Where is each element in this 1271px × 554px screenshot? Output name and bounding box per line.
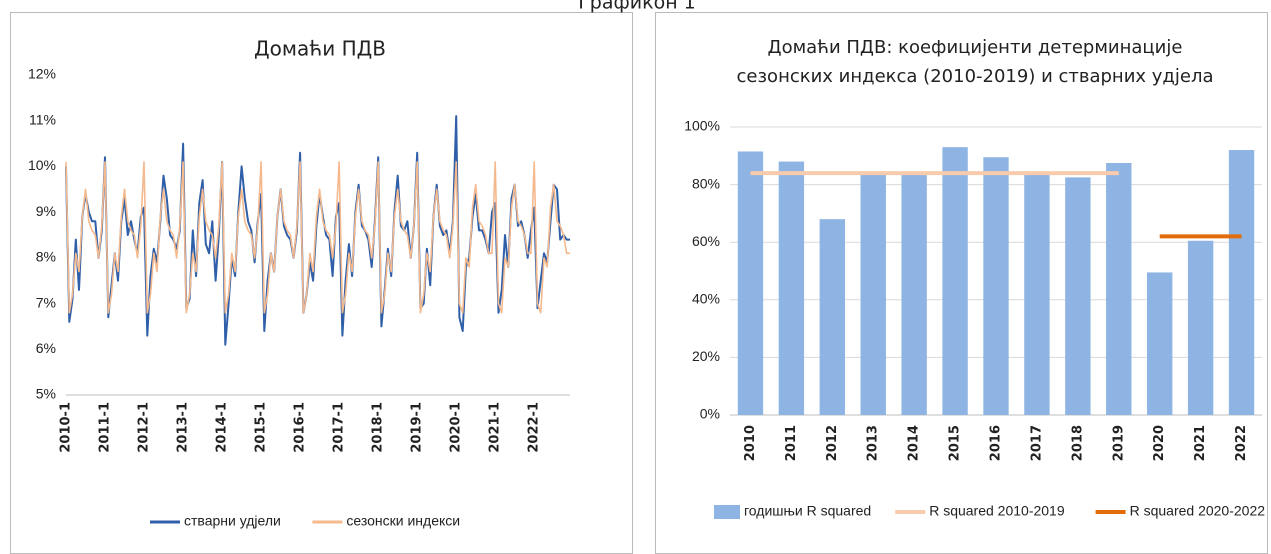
x-tick-label: 2017 xyxy=(1029,425,1044,461)
x-tick-label: 2016 xyxy=(989,425,1004,461)
x-tick-label: 2022-1 xyxy=(527,402,542,453)
left-panel xyxy=(10,12,633,554)
x-tick-label: 2022 xyxy=(1234,425,1249,461)
legend-label: стварни удјели xyxy=(184,513,281,529)
y-tick-label: 7% xyxy=(36,294,56,310)
y-tick-label: 100% xyxy=(684,118,720,134)
x-tick-label: 2020-1 xyxy=(449,402,464,453)
x-tick-label: 2020 xyxy=(1152,425,1167,461)
x-tick-label: 2011 xyxy=(784,425,799,461)
bar xyxy=(1024,174,1050,415)
bar xyxy=(819,219,845,415)
x-tick-label: 2021 xyxy=(1193,425,1208,461)
bar xyxy=(737,151,764,416)
y-tick-label: 40% xyxy=(692,291,720,307)
y-tick-label: 5% xyxy=(36,386,56,402)
x-tick-label: 2014 xyxy=(907,425,922,461)
y-tick-label: 10% xyxy=(28,157,56,173)
x-tick-label: 2013-1 xyxy=(176,402,191,453)
page-title: Графикон 1 xyxy=(578,0,696,14)
bar xyxy=(1228,150,1255,416)
bar xyxy=(1065,177,1091,415)
x-tick-label: 2013 xyxy=(866,425,881,461)
x-tick-label: 2019-1 xyxy=(410,402,425,453)
x-tick-label: 2018 xyxy=(1070,425,1085,461)
y-tick-label: 9% xyxy=(36,203,56,219)
bar xyxy=(778,161,805,415)
y-tick-label: 0% xyxy=(700,406,720,422)
bar xyxy=(983,157,1009,416)
x-tick-label: 2019 xyxy=(1111,425,1126,461)
y-tick-label: 8% xyxy=(36,249,56,265)
legend-label: годишњи R squared xyxy=(744,503,871,519)
bar xyxy=(942,147,968,415)
chart-title: Домаћи ПДВ: коефицијенти детерминације xyxy=(768,37,1183,58)
y-tick-label: 20% xyxy=(692,348,720,364)
bar xyxy=(860,174,886,415)
bar xyxy=(1147,272,1173,415)
y-tick-label: 11% xyxy=(29,111,56,127)
bar xyxy=(901,173,927,415)
legend-swatch xyxy=(714,505,740,519)
legend-label: R squared 2020-2022 xyxy=(1130,503,1266,519)
bar xyxy=(1106,163,1132,415)
x-tick-label: 2021-1 xyxy=(488,402,503,453)
legend-label: сезонски индекси xyxy=(346,513,460,529)
x-tick-label: 2012-1 xyxy=(137,402,152,453)
y-tick-label: 12% xyxy=(28,66,56,82)
x-tick-label: 2014-1 xyxy=(215,402,230,453)
line-series xyxy=(65,161,570,314)
x-tick-label: 2016-1 xyxy=(293,402,308,453)
x-tick-label: 2015 xyxy=(948,425,963,461)
y-tick-label: 80% xyxy=(692,175,720,191)
x-tick-label: 2012 xyxy=(825,425,840,461)
x-tick-label: 2010 xyxy=(743,425,758,461)
x-tick-label: 2017-1 xyxy=(332,402,347,453)
chart-title: сезонских индекса (2010-2019) и стварних… xyxy=(737,66,1214,87)
x-tick-label: 2018-1 xyxy=(371,402,386,453)
x-tick-label: 2011-1 xyxy=(98,402,113,453)
legend-label: R squared 2010-2019 xyxy=(929,503,1065,519)
y-tick-label: 60% xyxy=(692,233,720,249)
bar xyxy=(1187,240,1214,415)
chart-title: Домаћи ПДВ xyxy=(254,37,386,61)
x-tick-label: 2010-1 xyxy=(59,402,74,453)
y-tick-label: 6% xyxy=(36,340,56,356)
x-tick-label: 2015-1 xyxy=(254,402,269,453)
line-series xyxy=(65,115,570,346)
